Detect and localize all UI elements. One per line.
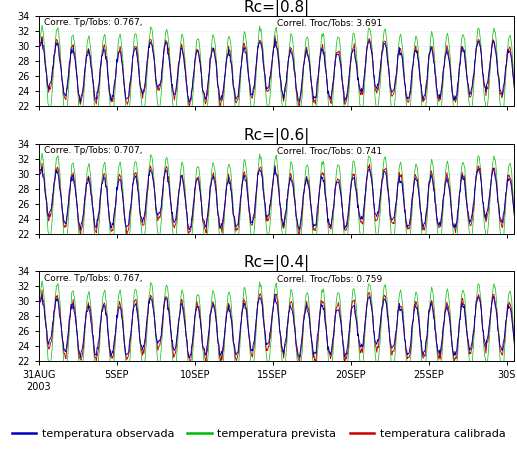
Title: Rc=|0.6|: Rc=|0.6| — [244, 128, 310, 144]
Title: Rc=|0.8|: Rc=|0.8| — [244, 0, 310, 16]
Text: Correl. Troc/Tobs: 0.741: Correl. Troc/Tobs: 0.741 — [277, 146, 382, 155]
Legend: temperatura observada, temperatura prevista, temperatura calibrada: temperatura observada, temperatura previ… — [7, 425, 510, 444]
Text: Corre. Tp/Tobs: 0.707,: Corre. Tp/Tobs: 0.707, — [43, 146, 142, 155]
Text: Corre. Tp/Tobs: 0.767,: Corre. Tp/Tobs: 0.767, — [43, 274, 142, 283]
Text: Correl. Troc/Tobs: 3.691: Correl. Troc/Tobs: 3.691 — [277, 18, 382, 27]
Title: Rc=|0.4|: Rc=|0.4| — [244, 255, 310, 271]
Text: Correl. Troc/Tobs: 0.759: Correl. Troc/Tobs: 0.759 — [277, 274, 382, 283]
Text: Corre. Tp/Tobs: 0.767,: Corre. Tp/Tobs: 0.767, — [43, 18, 142, 27]
